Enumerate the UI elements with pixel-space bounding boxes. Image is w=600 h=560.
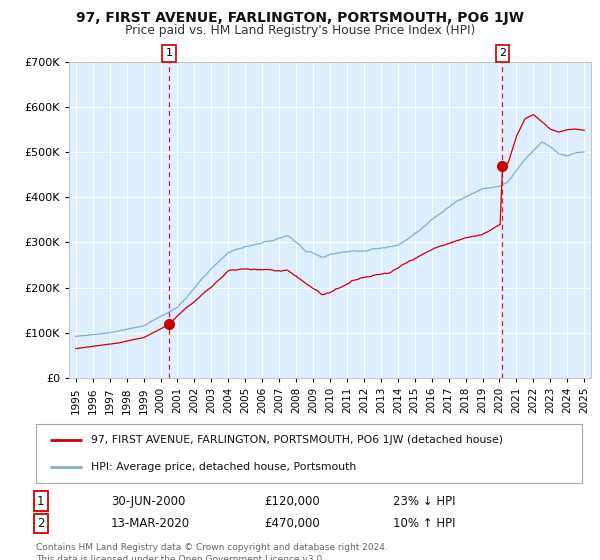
Text: 1: 1 bbox=[166, 48, 172, 58]
Text: 2: 2 bbox=[499, 48, 506, 58]
Text: 2: 2 bbox=[37, 517, 44, 530]
Text: 30-JUN-2000: 30-JUN-2000 bbox=[111, 494, 185, 508]
Text: Contains HM Land Registry data © Crown copyright and database right 2024.
This d: Contains HM Land Registry data © Crown c… bbox=[36, 543, 388, 560]
Text: HPI: Average price, detached house, Portsmouth: HPI: Average price, detached house, Port… bbox=[91, 462, 356, 472]
Text: 10% ↑ HPI: 10% ↑ HPI bbox=[393, 517, 455, 530]
Text: 97, FIRST AVENUE, FARLINGTON, PORTSMOUTH, PO6 1JW: 97, FIRST AVENUE, FARLINGTON, PORTSMOUTH… bbox=[76, 11, 524, 25]
Text: 97, FIRST AVENUE, FARLINGTON, PORTSMOUTH, PO6 1JW (detached house): 97, FIRST AVENUE, FARLINGTON, PORTSMOUTH… bbox=[91, 435, 503, 445]
Text: £470,000: £470,000 bbox=[264, 517, 320, 530]
Text: 13-MAR-2020: 13-MAR-2020 bbox=[111, 517, 190, 530]
Text: £120,000: £120,000 bbox=[264, 494, 320, 508]
Text: 1: 1 bbox=[37, 494, 44, 508]
Text: Price paid vs. HM Land Registry's House Price Index (HPI): Price paid vs. HM Land Registry's House … bbox=[125, 24, 475, 36]
Text: 23% ↓ HPI: 23% ↓ HPI bbox=[393, 494, 455, 508]
